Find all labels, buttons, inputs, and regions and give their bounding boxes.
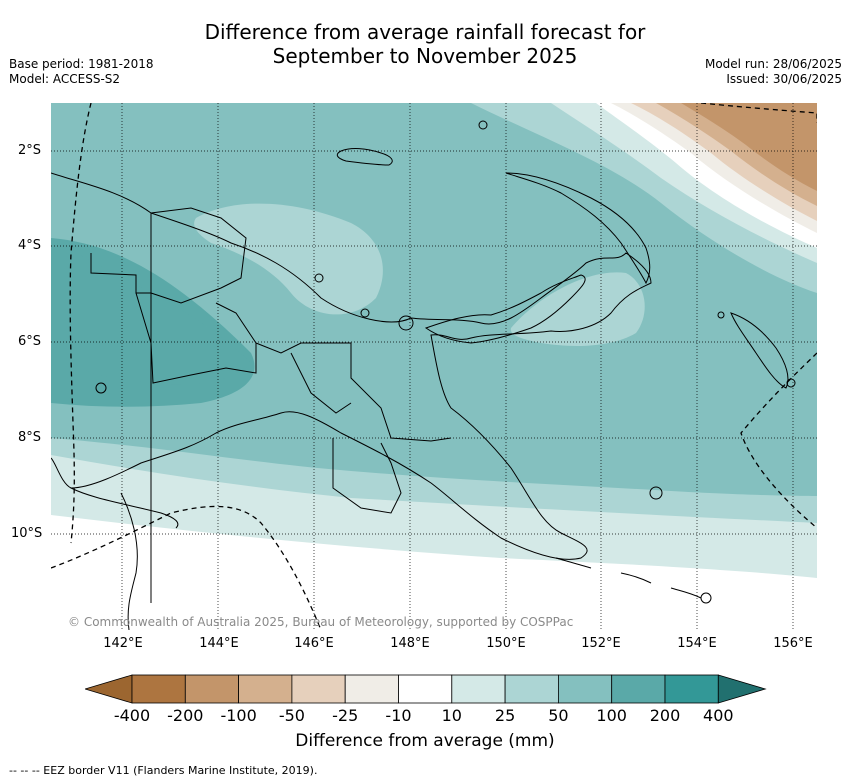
lat-label-6s: 6°S: [18, 334, 42, 349]
colorbar-segment: [131, 674, 186, 704]
map-canvas: [51, 103, 817, 630]
colorbar-tick-label: 200: [649, 706, 681, 725]
lat-label-10s: 10°S: [11, 526, 43, 541]
colorbar-tick-label: -10: [385, 706, 412, 725]
colorbar-tick-label: 100: [596, 706, 627, 725]
colorbar-tick-label: -100: [220, 706, 257, 725]
band-10-25-east: [510, 272, 645, 346]
colorbar: [83, 674, 767, 708]
colorbar-segment: [557, 674, 613, 704]
lon-label-144e: 144°E: [199, 636, 239, 651]
eez-note: -- -- -- EEZ border V11 (Flanders Marine…: [9, 764, 318, 777]
colorbar-tick-label: -400: [113, 706, 151, 725]
colorbar-label: Difference from average (mm): [295, 731, 555, 751]
lon-label-154e: 154°E: [677, 636, 717, 651]
colorbar-extend-low: [83, 674, 133, 704]
band-10-25-central: [194, 203, 383, 315]
colorbar-segment: [184, 674, 240, 704]
meta-right: Model run: 28/06/2025 Issued: 30/06/2025: [705, 57, 842, 87]
issued-date: Issued: 30/06/2025: [726, 72, 842, 86]
colorbar-tick-label: 10: [441, 706, 462, 725]
band-dry-100-200: [681, 103, 817, 191]
lat-label-4s: 4°S: [18, 238, 42, 253]
colorbar-segment: [451, 674, 506, 704]
colorbar-tick-label: -200: [167, 706, 204, 725]
lon-label-146e: 146°E: [294, 636, 334, 651]
colorbar-segment: [344, 674, 399, 704]
title-line-2: September to November 2025: [272, 44, 578, 68]
meta-left: Base period: 1981-2018 Model: ACCESS-S2: [9, 57, 154, 87]
lon-label-142e: 142°E: [103, 636, 143, 651]
lon-label-156e: 156°E: [773, 636, 813, 651]
title-line-1: Difference from average rainfall forecas…: [204, 20, 646, 44]
colorbar-tick-label: 400: [703, 706, 734, 725]
band-100-200-west: [76, 253, 251, 385]
lon-label-148e: 148°E: [390, 636, 430, 651]
colorbar-segment: [611, 674, 666, 704]
eez-borders: [51, 103, 817, 630]
lat-label-2s: 2°S: [18, 143, 42, 158]
base-period: Base period: 1981-2018: [9, 57, 154, 71]
lon-label-150e: 150°E: [486, 636, 526, 651]
colorbar-segment: [291, 674, 346, 704]
model-run: Model run: 28/06/2025: [704, 57, 842, 71]
lon-label-152e: 152°E: [581, 636, 621, 651]
map-title: Difference from average rainfall forecas…: [0, 20, 850, 68]
colorbar-segment: [398, 674, 453, 704]
colorbar-segment: [238, 674, 293, 704]
colorbar-svg: [83, 674, 767, 704]
colorbar-segment: [664, 674, 719, 704]
colorbar-tick-label: -25: [332, 706, 359, 725]
lat-label-8s: 8°S: [18, 430, 42, 445]
band-white-south: [51, 515, 817, 630]
forecast-map: [51, 103, 817, 630]
colorbar-tick-label: 50: [548, 706, 569, 725]
colorbar-tick-label: 25: [494, 706, 516, 725]
colorbar-tick-label: -50: [278, 706, 305, 725]
model-name: Model: ACCESS-S2: [9, 72, 121, 86]
colorbar-segment: [504, 674, 559, 704]
colorbar-extend-high: [717, 674, 767, 704]
copyright-notice: © Commonwealth of Australia 2025, Bureau…: [68, 615, 574, 629]
gridlines: [51, 103, 817, 630]
coastlines: [51, 120, 796, 630]
